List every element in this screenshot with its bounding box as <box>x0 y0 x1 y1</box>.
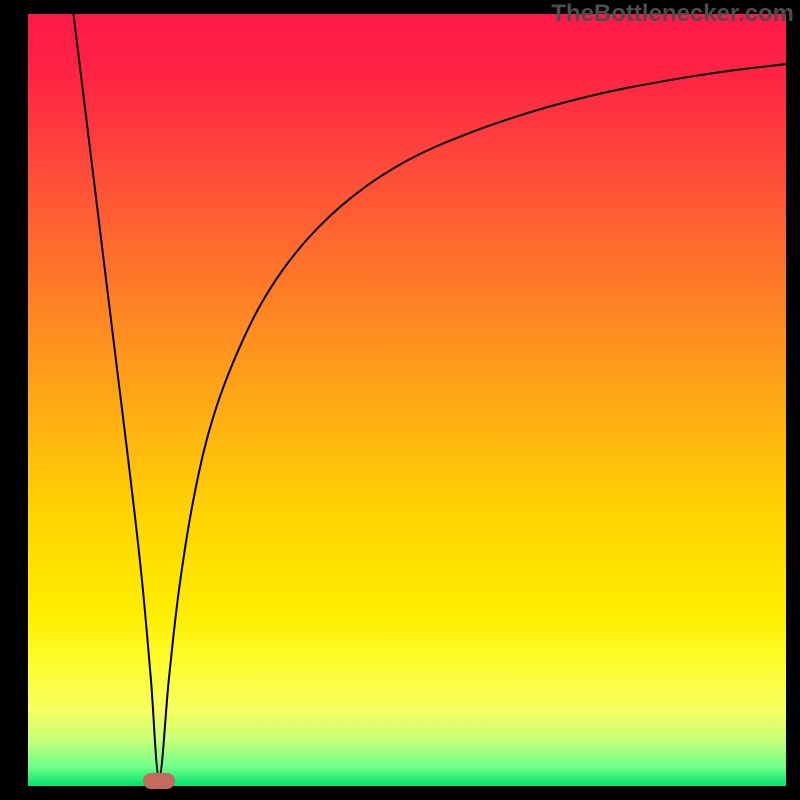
curve-layer <box>28 14 786 786</box>
minimum-marker <box>143 773 175 789</box>
bottleneck-curve <box>73 14 786 777</box>
plot-area <box>28 14 786 786</box>
chart-frame: TheBottlenecker.com <box>0 0 800 800</box>
watermark-text: TheBottlenecker.com <box>551 0 794 28</box>
